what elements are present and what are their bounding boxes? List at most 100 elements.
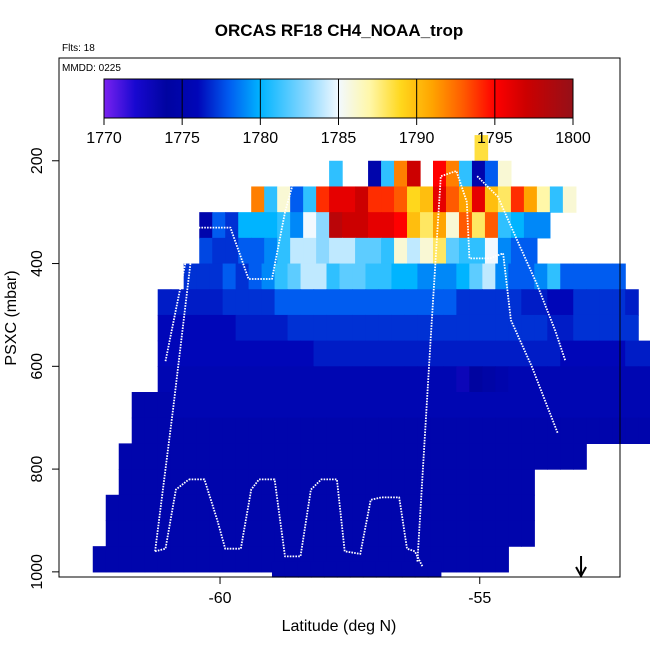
heatmap-cell: [105, 494, 120, 522]
heatmap-cell: [222, 494, 237, 522]
heatmap-cell: [225, 237, 239, 265]
heatmap-cell: [534, 366, 548, 393]
heatmap-cell: [378, 263, 393, 290]
heatmap-cell: [313, 469, 328, 496]
heatmap-cell: [352, 340, 367, 367]
heatmap-cell: [222, 340, 237, 367]
heatmap-cell: [183, 366, 198, 393]
heatmap-cell: [196, 392, 211, 419]
heatmap-cell: [300, 289, 315, 316]
heatmap-cell: [196, 340, 211, 367]
heatmap-cell: [365, 392, 380, 419]
heatmap-cell: [547, 443, 561, 470]
heatmap-cell: [417, 469, 432, 496]
heatmap-cell: [445, 212, 460, 239]
heatmap-cell: [290, 237, 304, 265]
heatmap-cell: [235, 366, 250, 393]
heatmap-cell: [365, 417, 380, 444]
heatmap-cell: [196, 443, 211, 470]
heatmap-cell: [443, 494, 457, 522]
heatmap-cell: [547, 289, 561, 316]
heatmap-cell: [625, 366, 639, 393]
heatmap-cell: [484, 212, 499, 239]
heatmap-cell: [196, 520, 211, 547]
heatmap-cell: [251, 186, 265, 213]
heatmap-cell: [391, 443, 406, 470]
heatmap-cell: [482, 340, 496, 367]
heatmap-cell: [362, 561, 377, 578]
heatmap-cell: [336, 561, 351, 578]
heatmap-cell: [222, 520, 237, 547]
heatmap-cell: [313, 340, 328, 367]
heatmap-cell: [404, 289, 419, 316]
heatmap-cell: [484, 237, 499, 265]
heatmap-cell: [209, 443, 224, 470]
heatmap-cell: [521, 263, 535, 290]
heatmap-cell: [248, 392, 263, 419]
heatmap-cell: [222, 392, 237, 419]
heatmap-cell: [508, 417, 522, 444]
heatmap-cell: [368, 237, 382, 265]
heatmap-cell: [274, 289, 289, 316]
heatmap-cell: [547, 392, 561, 419]
heatmap-cell: [287, 443, 302, 470]
heatmap-cell: [508, 289, 522, 316]
heatmap-cell: [261, 443, 276, 470]
marker-arrow-head: [575, 566, 587, 579]
heatmap-cell: [430, 263, 444, 290]
flight-tracks: [154, 165, 567, 568]
heatmap-cell: [342, 212, 356, 239]
heatmap-cell: [157, 494, 172, 522]
heatmap-cell: [326, 340, 341, 367]
heatmap-cell: [355, 212, 369, 239]
heatmap-cell: [625, 340, 639, 367]
heatmap-cell: [313, 289, 328, 316]
heatmap-cell: [131, 392, 146, 419]
heatmap-cell: [222, 366, 237, 393]
heatmap-cell: [378, 289, 393, 316]
heatmap-cell: [375, 561, 390, 578]
x-axis-label: Latitude (deg N): [282, 618, 397, 635]
heatmap-cell: [368, 212, 382, 239]
heatmap-cell: [407, 237, 421, 265]
heatmap-cell: [235, 340, 250, 367]
heatmap-cell: [445, 186, 460, 213]
heatmap-cell: [297, 561, 312, 578]
heatmap-cell: [303, 212, 317, 239]
heatmap-cell: [183, 494, 198, 522]
plot-frame: [58, 57, 621, 578]
heatmap-cell: [508, 469, 522, 496]
heatmap-cell: [235, 469, 250, 496]
heatmap-cell: [443, 392, 457, 419]
heatmap-cell: [274, 263, 289, 290]
heatmap-cell: [264, 186, 278, 213]
heatmap-cell: [430, 494, 444, 522]
heatmap-cell: [469, 366, 483, 393]
heatmap-cell: [560, 340, 574, 367]
heatmap-cell: [394, 212, 408, 239]
heatmap-cell: [625, 392, 639, 419]
flight-track-line: [164, 232, 193, 362]
heatmap-cell: [261, 392, 276, 419]
heatmap-cell: [456, 494, 470, 522]
heatmap-cell: [469, 417, 483, 444]
heatmap-cell: [471, 237, 486, 265]
heatmap-cell: [196, 289, 211, 316]
heatmap-cell: [469, 392, 483, 419]
heatmap-cell: [323, 561, 338, 578]
heatmap-cell: [456, 469, 470, 496]
heatmap-cell: [209, 314, 224, 342]
heatmap-cell: [391, 289, 406, 316]
heatmap-cell: [349, 561, 364, 578]
y-tick-label: 1000: [29, 554, 46, 590]
heatmap-cell: [534, 340, 548, 367]
heatmap-cell: [391, 314, 406, 342]
heatmap-cell: [433, 212, 447, 239]
x-axis-ticks: -60 -55: [208, 577, 491, 607]
heatmap-cell: [248, 546, 263, 573]
heatmap-cell: [222, 443, 237, 470]
heatmap-cell: [248, 469, 263, 496]
heatmap-cell: [157, 546, 172, 573]
heatmap-cell: [443, 366, 457, 393]
heatmap-cell: [209, 494, 224, 522]
